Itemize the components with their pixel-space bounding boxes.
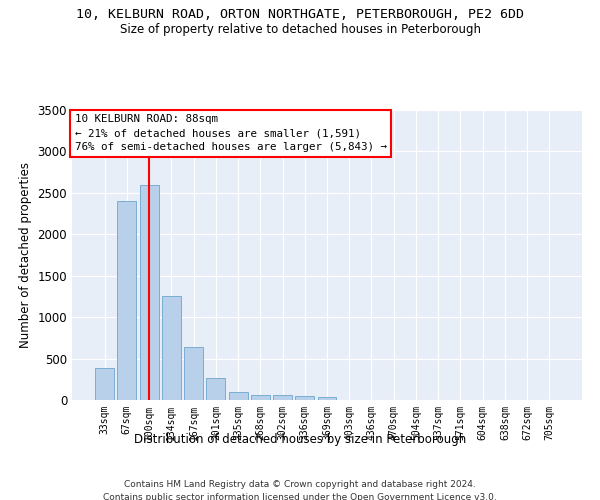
Text: 10 KELBURN ROAD: 88sqm
← 21% of detached houses are smaller (1,591)
76% of semi-: 10 KELBURN ROAD: 88sqm ← 21% of detached… (74, 114, 386, 152)
Bar (118, 201, 136, 400)
Bar (95, 368, 114, 400)
Bar (162, 296, 181, 400)
Text: Contains HM Land Registry data © Crown copyright and database right 2024.: Contains HM Land Registry data © Crown c… (124, 480, 476, 489)
Bar (317, 397, 337, 400)
Bar (229, 392, 248, 400)
Bar (184, 347, 203, 400)
Y-axis label: Number of detached properties: Number of detached properties (19, 162, 32, 348)
Bar (206, 378, 225, 400)
Bar (140, 184, 158, 400)
Text: Contains public sector information licensed under the Open Government Licence v3: Contains public sector information licen… (103, 492, 497, 500)
Bar (295, 396, 314, 400)
Bar (273, 395, 292, 400)
Text: Size of property relative to detached houses in Peterborough: Size of property relative to detached ho… (119, 22, 481, 36)
Text: Distribution of detached houses by size in Peterborough: Distribution of detached houses by size … (134, 432, 466, 446)
Bar (251, 395, 270, 400)
Text: 10, KELBURN ROAD, ORTON NORTHGATE, PETERBOROUGH, PE2 6DD: 10, KELBURN ROAD, ORTON NORTHGATE, PETER… (76, 8, 524, 20)
